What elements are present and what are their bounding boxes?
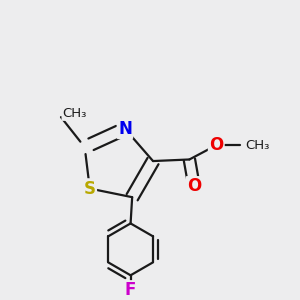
Text: O: O [209,136,224,154]
Text: CH₃: CH₃ [63,107,87,120]
Text: CH₃: CH₃ [246,139,270,152]
Text: O: O [187,177,201,195]
Text: N: N [118,120,132,138]
Text: F: F [125,281,136,299]
Text: S: S [84,180,96,198]
